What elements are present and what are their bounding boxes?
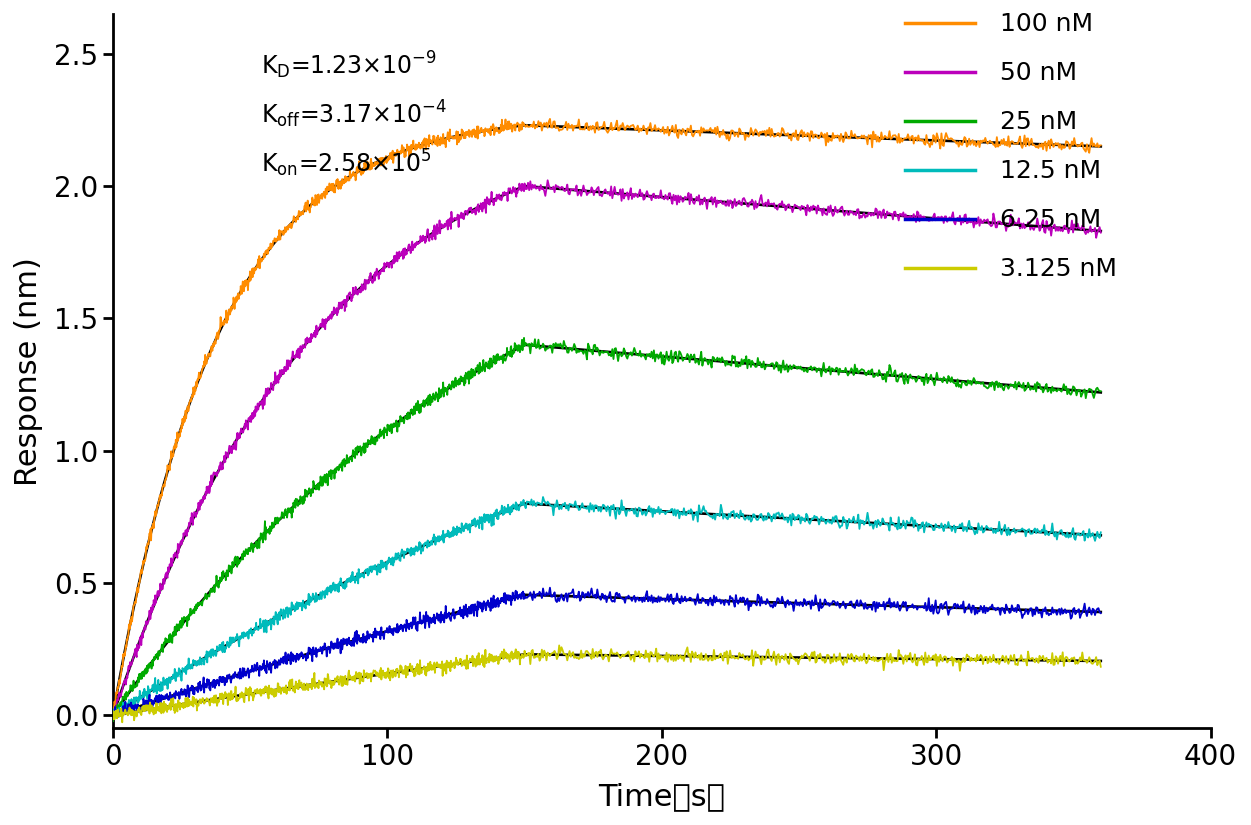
Line: 3.125 nM: 3.125 nM — [113, 645, 1101, 722]
12.5 nM — [433, 535, 448, 545]
6.25 nM — [677, 595, 692, 605]
6.25 nM — [445, 605, 460, 615]
100 nM — [676, 124, 691, 134]
3.125 nM — [300, 681, 315, 691]
12.5 nM — [105, 712, 120, 722]
3.125 nM — [677, 656, 692, 666]
Y-axis label: Response (nm): Response (nm) — [14, 257, 43, 486]
12.5 nM — [239, 629, 254, 639]
25 nM — [447, 383, 462, 393]
100 nM — [445, 133, 460, 143]
6.25 nM — [105, 711, 120, 721]
Line: 25 nM: 25 nM — [113, 338, 1101, 721]
25 nM — [300, 492, 315, 502]
Legend: 100 nM, 50 nM, 25 nM, 12.5 nM, 6.25 nM, 3.125 nM: 100 nM, 50 nM, 25 nM, 12.5 nM, 6.25 nM, … — [904, 12, 1117, 281]
Line: 12.5 nM: 12.5 nM — [113, 497, 1101, 717]
50 nM — [239, 420, 254, 430]
12.5 nM — [109, 712, 124, 722]
3.125 nM — [239, 686, 254, 696]
Line: 6.25 nM: 6.25 nM — [113, 587, 1101, 717]
50 nM — [540, 175, 555, 185]
100 nM — [105, 709, 120, 719]
25 nM — [517, 333, 532, 343]
100 nM — [543, 114, 558, 124]
100 nM — [447, 132, 462, 142]
3.125 nM — [445, 658, 460, 668]
100 nM — [239, 275, 254, 285]
Text: K$_{\rm D}$=1.23×10$^{-9}$
K$_{\rm off}$=3.17×10$^{-4}$
K$_{\rm on}$=2.58×10$^{5: K$_{\rm D}$=1.23×10$^{-9}$ K$_{\rm off}$… — [261, 50, 447, 179]
50 nM — [432, 215, 447, 225]
6.25 nM — [110, 712, 125, 722]
6.25 nM — [1093, 608, 1108, 618]
Line: 50 nM: 50 nM — [113, 180, 1101, 717]
3.125 nM — [1093, 662, 1108, 672]
25 nM — [676, 356, 691, 365]
25 nM — [1093, 386, 1108, 396]
25 nM — [105, 716, 120, 726]
3.125 nM — [433, 659, 448, 669]
6.25 nM — [300, 653, 315, 663]
50 nM — [105, 712, 120, 722]
3.125 nM — [447, 663, 462, 673]
100 nM — [1093, 140, 1108, 150]
12.5 nM — [300, 596, 315, 606]
12.5 nM — [447, 526, 462, 536]
100 nM — [432, 139, 447, 148]
50 nM — [447, 214, 462, 224]
6.25 nM — [239, 667, 254, 677]
50 nM — [1093, 228, 1108, 238]
12.5 nM — [445, 531, 460, 541]
25 nM — [239, 547, 254, 557]
6.25 nM — [447, 614, 462, 624]
12.5 nM — [677, 503, 692, 513]
25 nM — [432, 393, 447, 403]
3.125 nM — [105, 706, 120, 716]
6.25 nM — [543, 582, 558, 592]
3.125 nM — [115, 717, 130, 727]
12.5 nM — [535, 492, 550, 502]
6.25 nM — [433, 613, 448, 623]
12.5 nM — [1093, 527, 1108, 537]
50 nM — [300, 332, 315, 342]
50 nM — [676, 197, 691, 207]
25 nM — [445, 376, 460, 386]
3.125 nM — [552, 640, 567, 650]
100 nM — [300, 202, 315, 212]
Line: 100 nM: 100 nM — [113, 119, 1101, 714]
50 nM — [445, 215, 460, 225]
X-axis label: Time（s）: Time（s） — [598, 782, 726, 811]
